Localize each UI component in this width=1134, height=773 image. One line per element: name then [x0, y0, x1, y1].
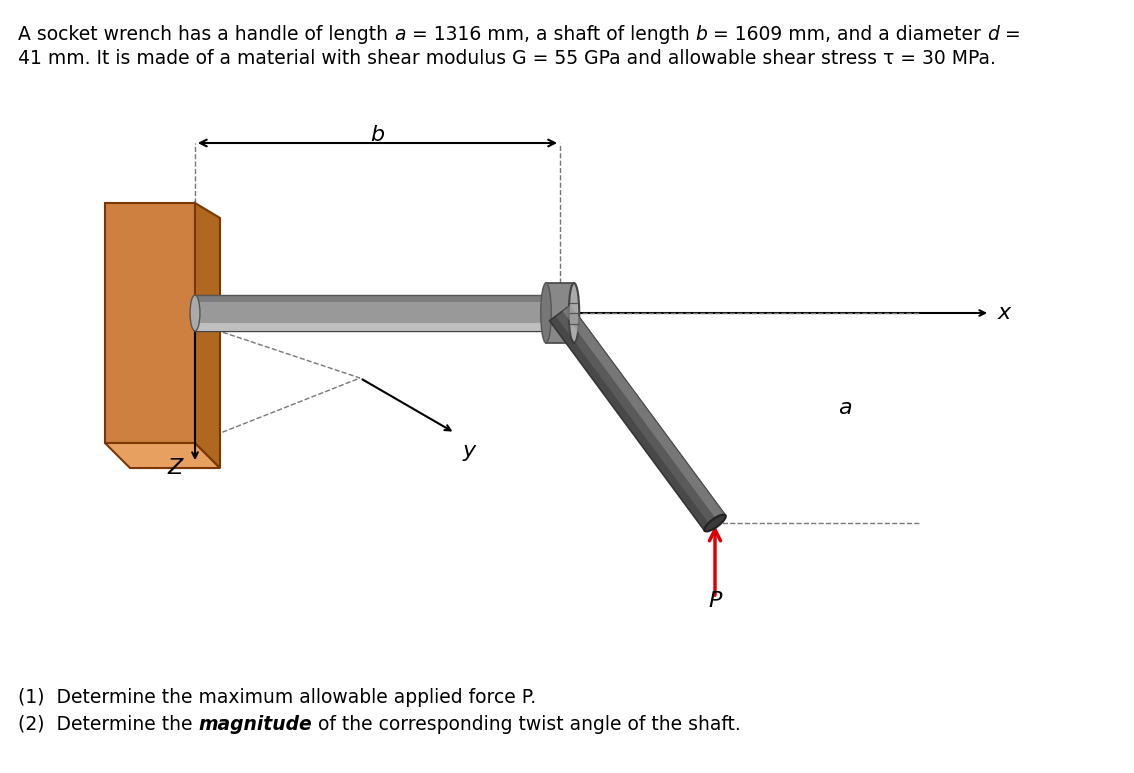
Ellipse shape	[549, 314, 570, 330]
Text: =: =	[999, 25, 1021, 44]
Text: 41 mm. It is made of a material with shear modulus G = 55 GPa and allowable shea: 41 mm. It is made of a material with she…	[18, 49, 996, 68]
Ellipse shape	[704, 515, 726, 531]
Polygon shape	[550, 316, 711, 531]
Text: (2)  Determine the: (2) Determine the	[18, 715, 198, 734]
Ellipse shape	[191, 295, 200, 331]
Text: = 1316 mm, a shaft of length: = 1316 mm, a shaft of length	[406, 25, 695, 44]
Polygon shape	[195, 323, 560, 331]
Polygon shape	[195, 203, 220, 468]
Polygon shape	[105, 203, 195, 443]
Text: Z: Z	[168, 458, 183, 478]
Text: P: P	[709, 591, 721, 611]
Text: d: d	[987, 25, 999, 44]
Ellipse shape	[569, 283, 579, 343]
Polygon shape	[562, 305, 726, 521]
Polygon shape	[550, 305, 726, 531]
Text: y: y	[463, 441, 476, 461]
Text: a: a	[393, 25, 406, 44]
Text: b: b	[695, 25, 708, 44]
Text: of the corresponding twist angle of the shaft.: of the corresponding twist angle of the …	[312, 715, 741, 734]
Text: x: x	[998, 303, 1012, 323]
Text: A socket wrench has a handle of length: A socket wrench has a handle of length	[18, 25, 393, 44]
Text: (1)  Determine the maximum allowable applied force P.: (1) Determine the maximum allowable appl…	[18, 688, 536, 707]
Text: b: b	[370, 125, 384, 145]
Polygon shape	[545, 283, 574, 343]
Text: = 1609 mm, and a diameter: = 1609 mm, and a diameter	[708, 25, 987, 44]
Text: magnitude: magnitude	[198, 715, 312, 734]
Polygon shape	[105, 443, 220, 468]
Text: a: a	[838, 398, 852, 418]
Polygon shape	[195, 295, 560, 331]
Polygon shape	[195, 295, 560, 302]
Ellipse shape	[541, 283, 551, 343]
